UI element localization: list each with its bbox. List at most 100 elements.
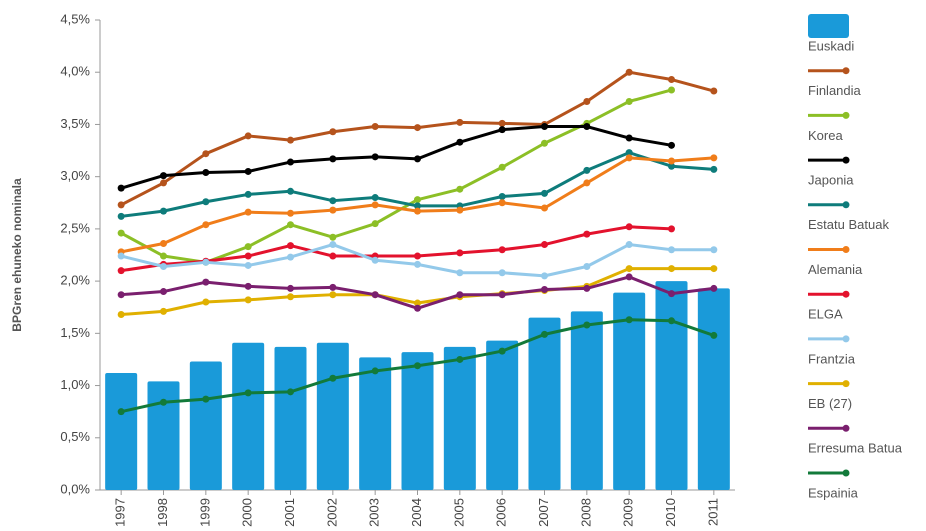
point bbox=[287, 187, 294, 195]
point bbox=[541, 204, 548, 212]
point bbox=[541, 241, 548, 249]
y-tick-label: 3,5% bbox=[60, 116, 90, 131]
x-tick-label: 2002 bbox=[324, 498, 339, 527]
bar bbox=[401, 352, 434, 490]
point bbox=[202, 221, 210, 229]
point bbox=[498, 199, 506, 207]
point bbox=[456, 291, 464, 299]
point bbox=[414, 207, 421, 215]
point bbox=[668, 162, 675, 170]
legend-swatch bbox=[842, 111, 850, 119]
x-tick-label: 2000 bbox=[240, 498, 255, 527]
point bbox=[498, 269, 506, 277]
y-tick-label: 4,5% bbox=[60, 11, 90, 26]
point bbox=[202, 198, 210, 206]
y-tick-label: 2,5% bbox=[60, 220, 90, 235]
point bbox=[117, 252, 125, 260]
point bbox=[287, 388, 294, 396]
point bbox=[625, 97, 633, 105]
bar bbox=[232, 342, 265, 490]
point bbox=[541, 285, 548, 293]
point bbox=[710, 87, 718, 95]
point bbox=[414, 260, 421, 268]
point bbox=[625, 316, 633, 324]
point bbox=[414, 304, 421, 312]
point bbox=[117, 291, 125, 299]
x-tick-label: 1997 bbox=[113, 498, 128, 527]
point bbox=[710, 165, 718, 173]
legend-label: Euskadi bbox=[808, 38, 854, 53]
point bbox=[541, 139, 548, 147]
point bbox=[117, 267, 125, 275]
point bbox=[287, 242, 294, 250]
x-tick-label: 2010 bbox=[663, 498, 678, 527]
point bbox=[541, 272, 548, 280]
y-tick-label: 2,0% bbox=[60, 273, 90, 288]
point bbox=[244, 190, 252, 198]
bar bbox=[189, 361, 222, 490]
point bbox=[583, 321, 591, 329]
point bbox=[371, 367, 379, 375]
bar bbox=[697, 288, 730, 490]
point bbox=[244, 296, 252, 304]
legend-label: EB (27) bbox=[808, 396, 852, 411]
x-tick-label: 2006 bbox=[494, 498, 509, 527]
point bbox=[456, 206, 464, 214]
point bbox=[202, 278, 210, 286]
bar bbox=[274, 346, 307, 490]
point bbox=[541, 123, 548, 131]
y-tick-label: 4,0% bbox=[60, 64, 90, 79]
bar bbox=[105, 373, 138, 490]
point bbox=[329, 233, 337, 241]
point bbox=[668, 317, 675, 325]
point bbox=[287, 136, 294, 144]
point bbox=[414, 299, 421, 307]
point bbox=[202, 298, 210, 306]
point bbox=[625, 241, 633, 249]
point bbox=[456, 185, 464, 193]
point bbox=[371, 256, 379, 264]
y-tick-label: 1,5% bbox=[60, 325, 90, 340]
y-axis-label: BPGren ehuneko nominala bbox=[10, 178, 24, 332]
point bbox=[710, 265, 718, 273]
point bbox=[117, 408, 125, 416]
point bbox=[668, 246, 675, 254]
point bbox=[244, 389, 252, 397]
legend-swatch bbox=[842, 335, 850, 343]
x-tick-label: 2005 bbox=[451, 498, 466, 527]
point bbox=[160, 307, 167, 315]
point bbox=[668, 141, 675, 149]
point bbox=[668, 86, 675, 94]
point bbox=[414, 252, 421, 260]
point bbox=[456, 269, 464, 277]
point bbox=[371, 201, 379, 209]
y-tick-label: 1,0% bbox=[60, 377, 90, 392]
point bbox=[668, 265, 675, 273]
legend-swatch bbox=[842, 246, 850, 253]
point bbox=[287, 209, 294, 217]
point bbox=[117, 201, 125, 209]
point bbox=[329, 291, 337, 299]
point bbox=[583, 230, 591, 238]
point bbox=[244, 243, 252, 251]
point bbox=[456, 355, 464, 363]
x-tick-label: 2004 bbox=[409, 498, 424, 527]
legend-label: Estatu Batuak bbox=[808, 217, 889, 232]
bar bbox=[147, 381, 180, 490]
legend-label: Frantzia bbox=[808, 351, 856, 366]
point bbox=[414, 124, 421, 132]
point bbox=[371, 220, 379, 228]
point bbox=[625, 149, 633, 157]
point bbox=[414, 155, 421, 163]
point bbox=[244, 282, 252, 290]
point bbox=[202, 168, 210, 176]
point bbox=[583, 123, 591, 131]
point bbox=[541, 189, 548, 197]
point bbox=[244, 261, 252, 269]
point bbox=[583, 97, 591, 105]
legend-label: Erresuma Batua bbox=[808, 441, 903, 456]
point bbox=[329, 206, 337, 214]
legend-swatch bbox=[842, 201, 850, 209]
line bbox=[120, 225, 672, 273]
point bbox=[414, 196, 421, 204]
